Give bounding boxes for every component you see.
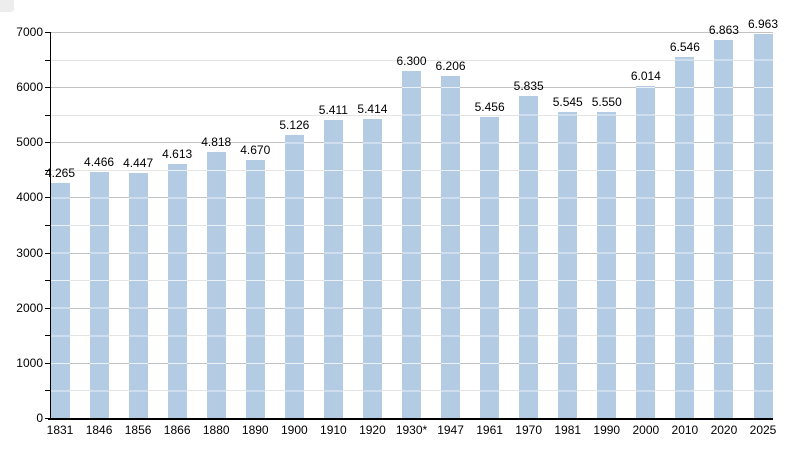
x-tick-label: 1947 [437,423,464,437]
bar-value-label: 4.613 [162,147,193,161]
bar-value-label: 5.545 [552,95,583,109]
y-axis-tick [45,32,50,33]
x-tick-label: 1880 [202,423,230,437]
bar-value-label: 6.546 [669,40,700,54]
x-tick-label: 1920 [359,423,386,437]
y-axis-tick [45,87,50,89]
y-axis-tick [45,280,50,282]
y-axis-tick [45,335,50,337]
bar-1880 [206,152,226,418]
x-tick-label: 1910 [320,423,347,437]
y-axis-tick [45,252,50,254]
bar-1900 [284,135,304,418]
bar-1866 [167,164,187,418]
bar-value-label: 5.835 [513,79,544,93]
y-axis-tick [45,307,50,309]
y-axis-tick [45,114,50,116]
gridline-major [50,32,773,33]
y-tick-label: 5000 [16,135,43,150]
bar-1981 [558,112,578,418]
x-tick-label: 1856 [124,423,152,437]
bar-value-label: 6.863 [708,23,739,37]
y-axis-tick [45,225,50,226]
bar-value-label: 6.206 [435,59,466,73]
bar-value-label: 5.550 [591,95,622,109]
corner-artifact [0,0,14,12]
y-tick-label: 0 [36,411,43,425]
bar-value-label: 5.411 [318,103,348,117]
bar-value-label: 4.466 [84,155,115,169]
x-tick-label: 1890 [241,423,269,437]
bar-1910 [323,120,343,418]
x-tick-label: 2020 [710,423,738,437]
y-axis-tick [45,169,50,171]
y-axis-tick [45,418,50,419]
x-tick-label: 1930* [395,423,428,437]
bar-value-label: 6.963 [747,17,779,31]
x-tick-label: 1970 [515,423,542,437]
x-tick-label: 2000 [632,423,660,437]
x-tick-label: 1990 [593,423,621,437]
bar-value-label: 5.414 [357,102,388,116]
x-tick-label: 1866 [163,423,191,437]
bar-2025 [753,34,773,418]
bar-1961 [480,117,500,418]
x-tick-label: 1981 [554,423,582,437]
y-axis-tick [45,390,50,392]
bar-value-label: 4.818 [201,135,232,149]
bar-1831 [50,183,70,418]
bar-1930* [402,71,421,418]
bar-1947 [441,76,461,418]
y-tick-label: 3000 [16,245,43,260]
y-tick-label: 1000 [16,355,43,370]
y-axis-tick [45,142,50,144]
bar-1990 [597,112,617,418]
x-tick-label: 1846 [85,423,113,437]
y-tick-label: 2000 [16,300,43,315]
bar-2020 [714,40,734,418]
x-tick-label: 1831 [46,423,74,437]
x-tick-label: 1900 [280,423,308,437]
bar-value-label: 5.456 [474,100,505,114]
bar-value-label: 4.265 [44,166,76,180]
y-axis-line [50,32,51,420]
y-tick-label: 6000 [16,80,43,95]
bar-value-label: 4.447 [123,156,154,170]
bar-1856 [128,173,148,418]
y-axis-tick [45,197,50,199]
y-tick-label: 7000 [16,25,43,39]
bar-value-label: 4.670 [240,143,271,157]
x-tick-label: 2025 [749,423,777,437]
bar-value-label: 6.300 [396,54,427,68]
bar-1890 [245,160,265,418]
bar-2010 [675,57,695,418]
x-tick-label: 2010 [671,423,699,437]
y-axis-tick [45,362,50,364]
bar-1846 [89,172,109,418]
bar-1970 [519,96,539,418]
x-tick-label: 1961 [476,423,503,437]
y-tick-label: 4000 [16,190,43,205]
x-axis-line [48,418,773,420]
y-axis-tick [45,59,50,61]
bar-value-label: 6.014 [630,69,661,83]
bar-1920 [362,119,382,418]
bar-value-label: 5.126 [279,118,310,132]
bar-2000 [636,86,656,418]
